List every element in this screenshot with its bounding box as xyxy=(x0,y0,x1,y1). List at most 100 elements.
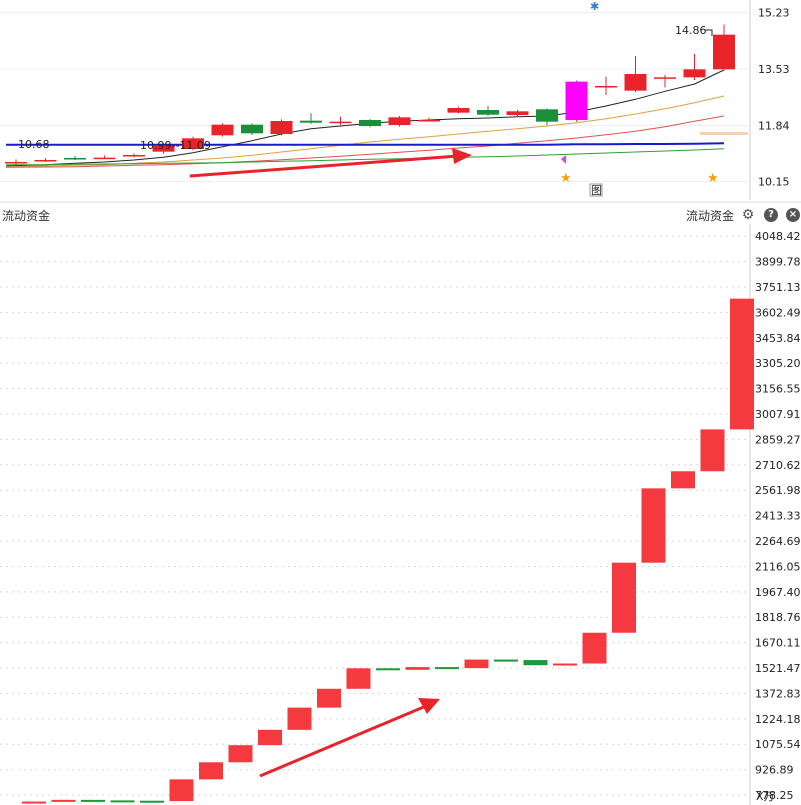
flow-bar xyxy=(553,663,577,666)
flow-bar xyxy=(494,659,518,662)
trend-arrow-bottom-head xyxy=(418,698,440,714)
event-marker-icon[interactable]: 图 xyxy=(591,184,602,197)
flow-bar xyxy=(671,471,695,489)
candle-body xyxy=(93,157,116,160)
flow-axis: 4048.42 3899.78 3751.13 3602.49 3453.84 3305.… xyxy=(755,230,801,802)
price-tick-label: 10.15 xyxy=(758,176,790,189)
flow-tick-label: 926.89 xyxy=(755,764,794,777)
flow-bar xyxy=(700,429,725,472)
flow-bar xyxy=(110,800,135,803)
flow-panel-title-right: 流动资金 xyxy=(686,209,735,223)
flow-grid xyxy=(0,235,750,796)
ma-line-ma10 xyxy=(5,95,725,168)
candle-body xyxy=(270,121,293,134)
moving-average-lines xyxy=(5,69,725,168)
candle-body xyxy=(713,34,735,70)
flow-bar xyxy=(435,667,459,670)
flow-bar xyxy=(287,707,312,730)
signal-flag-icon xyxy=(561,155,566,164)
flow-tick-label: 4048.42 xyxy=(755,230,801,243)
candle-body xyxy=(624,74,647,91)
flow-tick-label: 3602.49 xyxy=(755,306,801,319)
flow-bar xyxy=(730,298,754,430)
candle-body xyxy=(64,158,86,160)
flow-waterfall-series xyxy=(22,298,754,804)
close-icon[interactable]: × xyxy=(786,208,800,222)
flow-tick-label: 1818.76 xyxy=(755,611,801,624)
flow-tick-label: 2264.69 xyxy=(755,535,801,548)
high-price-label: 14.86 xyxy=(675,24,707,37)
flow-tick-label: 2413.33 xyxy=(755,510,801,523)
flow-tick-label: 1075.54 xyxy=(755,738,801,751)
star-icon: ★ xyxy=(560,171,572,186)
price-axis: 15.23 13.53 11.84 10.15 xyxy=(758,6,790,188)
price-grid xyxy=(0,11,750,183)
flow-tick-label: 2710.62 xyxy=(755,459,801,472)
flow-bar xyxy=(523,660,548,666)
candle-body xyxy=(477,110,499,115)
candle-body xyxy=(211,124,234,136)
event-marker-box[interactable] xyxy=(589,183,603,197)
trend-arrow-top xyxy=(189,154,459,178)
flow-tick-label: 1224.18 xyxy=(755,713,801,726)
flow-tick-label: 2561.98 xyxy=(755,484,801,497)
flow-tick-label: 1521.47 xyxy=(755,662,801,675)
flow-bar xyxy=(346,668,371,689)
gear-icon[interactable]: ⚙ xyxy=(741,207,755,223)
flow-bar xyxy=(258,729,282,746)
candle-body xyxy=(388,117,411,125)
range-annotation: 10.99--11.09 xyxy=(140,139,211,152)
candle-body xyxy=(152,145,175,152)
candle-body xyxy=(182,138,204,149)
price-tick-label: 15.23 xyxy=(758,6,790,19)
candle-body xyxy=(34,160,57,162)
flow-tick-label: 3899.78 xyxy=(755,256,801,269)
flow-bar xyxy=(405,667,430,670)
candle-body xyxy=(506,111,529,115)
flow-bar xyxy=(51,799,76,802)
help-icon[interactable]: ? xyxy=(764,208,778,222)
flow-bar xyxy=(464,659,489,669)
high-price-pointer xyxy=(705,29,713,36)
flow-bar xyxy=(169,779,194,802)
candle-body xyxy=(329,121,352,124)
flow-tick-label: 1670.11 xyxy=(755,637,801,650)
flow-tick-label: 1372.83 xyxy=(755,687,801,700)
flow-tick-label: 778.25 xyxy=(755,789,794,802)
ma-line-blue_line xyxy=(6,142,725,146)
candlestick-series xyxy=(5,24,735,165)
flow-bar xyxy=(81,799,105,802)
flow-bar xyxy=(140,800,164,803)
trend-arrow-bottom xyxy=(259,704,427,778)
flow-bar xyxy=(22,801,46,804)
flow-bar xyxy=(199,762,223,780)
flow-tick-label: 3453.84 xyxy=(755,332,801,345)
flow-bar xyxy=(376,668,400,671)
candle-body xyxy=(123,155,145,157)
candle-body xyxy=(241,124,263,134)
flow-bar xyxy=(317,688,341,708)
unit-label: X万 xyxy=(756,790,775,803)
ma-line-ma60 xyxy=(6,148,725,166)
candle-body xyxy=(5,162,27,164)
flow-bar xyxy=(582,632,607,664)
orange-band xyxy=(700,132,748,135)
flow-tick-label: 2116.05 xyxy=(755,560,801,573)
flow-tick-label: 3751.13 xyxy=(755,281,801,294)
star-icon: ★ xyxy=(707,171,719,186)
ma-line-ma20 xyxy=(5,115,725,168)
candle-body xyxy=(536,109,558,122)
candle-body xyxy=(447,108,470,113)
candle-body xyxy=(359,120,381,126)
flow-bar xyxy=(228,745,253,763)
price-tick-label: 11.84 xyxy=(758,119,790,132)
trend-arrow-top-head xyxy=(452,148,472,164)
left-partial-label: 10.68 xyxy=(18,138,50,151)
price-tick-label: 13.53 xyxy=(758,63,790,76)
candle-body xyxy=(300,120,322,123)
snowflake-icon: ✱ xyxy=(590,0,599,13)
flow-panel-title: 流动资金 xyxy=(2,209,51,223)
flow-bar xyxy=(612,562,636,633)
ma-line-ma5 xyxy=(5,69,725,167)
